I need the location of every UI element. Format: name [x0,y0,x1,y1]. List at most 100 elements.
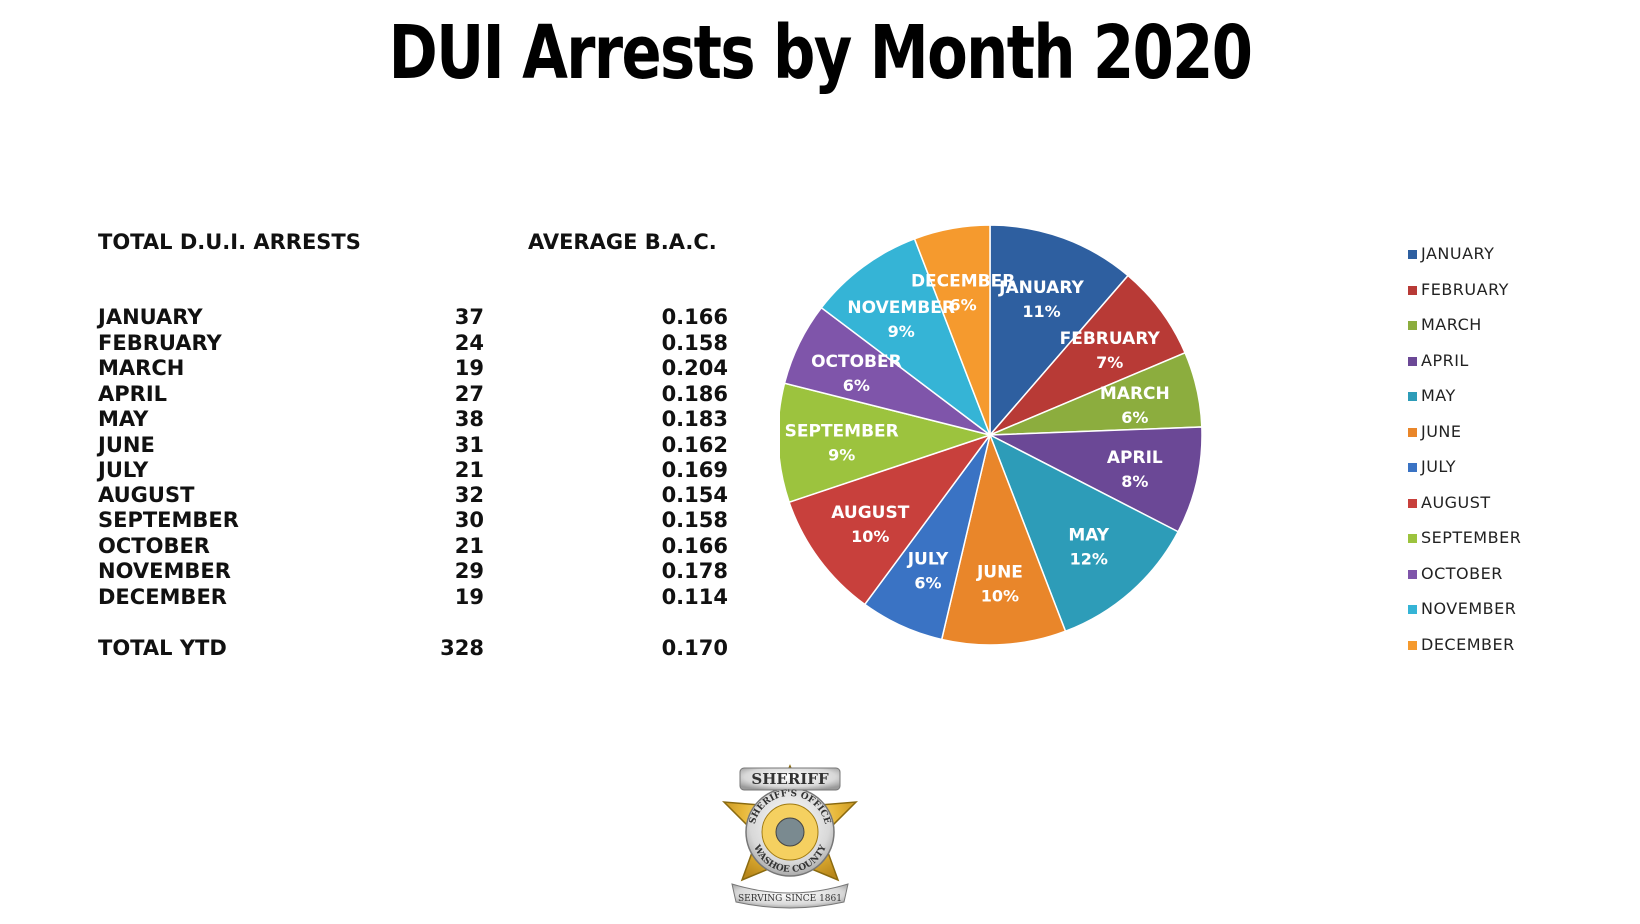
row-count: 37 [454,305,484,329]
slice-label-name: APRIL [1107,448,1163,468]
row-bac: 0.154 [661,483,728,507]
row-count: 38 [454,407,484,431]
row-month: MAY [98,407,149,431]
legend-item: MAY [1408,386,1456,406]
row-count: 30 [454,508,484,532]
pie-chart-svg: JANUARY 11%FEBRUARY 7% MARCH 6% APRIL 8% MAY 12%… [777,224,1203,646]
pie-slice-february [989,274,1187,436]
legend-label: NOVEMBER [1421,599,1517,618]
row-bac: 0.186 [661,382,728,406]
row-count: 24 [454,331,484,355]
slice-label-name: JANUARY [998,278,1084,298]
slice-label-percent: 9% [888,322,915,341]
slice-label-percent: 6% [914,574,941,593]
legend-swatch [1408,534,1417,543]
total-bac: 0.170 [661,636,728,660]
table-row: APRIL 27 0.186 [98,382,738,408]
legend-label: MAY [1421,386,1456,405]
row-month: JULY [98,458,149,482]
table-row: FEBRUARY 24 0.158 [98,331,738,357]
legend-label: AUGUST [1421,492,1491,512]
legend-label: MARCH [1421,315,1482,334]
legend-item: OCTOBER [1408,564,1503,584]
row-count: 21 [454,534,484,558]
legend-label: OCTOBER [1421,563,1503,583]
legend-swatch [1408,285,1417,295]
row-count: 31 [454,433,484,457]
row-bac: 0.162 [661,433,728,457]
slice-label-percent: 9% [828,446,855,465]
legend-item: AUGUST [1408,493,1491,513]
table-header-arrests: TOTAL D.U.I. ARRESTS [98,230,361,254]
row-count: 29 [454,559,484,583]
slice-label-percent: 6% [1121,408,1148,427]
table-row: MAY 38 0.183 [98,407,738,433]
row-bac: 0.158 [661,508,728,532]
slice-label-percent: 7% [1096,353,1123,372]
legend-swatch [1408,569,1417,579]
table-row: AUGUST 32 0.154 [98,483,738,509]
slice-label-name: JULY [907,550,949,570]
slice-label-name: SEPTEMBER [785,422,899,442]
table-row: NOVEMBER 29 0.178 [98,559,738,585]
legend-swatch [1408,640,1417,650]
legend-label: DECEMBER [1421,634,1515,654]
slice-label-name: DECEMBER [911,271,1015,291]
row-month: JUNE [98,433,155,457]
pie-chart: JANUARY 11% FEBRUARY 7% MARCH 6% APRIL 8% MAY 12%… [777,224,1260,705]
total-count: 328 [440,636,484,660]
pie-slice-may [988,433,1180,633]
row-count: 21 [454,458,484,482]
table-row: JANUARY 37 0.166 [98,305,738,331]
table-total-row: TOTAL YTD 328 0.170 [98,636,738,662]
row-month: APRIL [98,382,168,406]
legend-swatch [1408,427,1417,437]
row-month: AUGUST [98,483,195,507]
slice-label-name: NOVEMBER [847,298,955,318]
legend-item: SEPTEMBER [1408,528,1521,548]
row-month: SEPTEMBER [98,508,239,532]
row-bac: 0.178 [661,559,728,583]
row-count: 27 [454,382,484,406]
legend-swatch [1408,392,1417,401]
table-row: DECEMBER 19 0.114 [98,585,738,611]
legend-swatch [1408,498,1417,508]
legend-label: APRIL [1421,350,1469,370]
badge-banner: SERVING SINCE 1861 [738,894,842,904]
slice-label-name: OCTOBER [811,352,902,372]
slice-label-name: MAY [1068,526,1109,546]
row-bac: 0.204 [661,356,728,380]
pie-slice-january [989,224,1130,438]
row-count: 19 [454,356,484,380]
table-row: SEPTEMBER 30 0.158 [98,508,738,534]
pie-slice-august [788,433,993,606]
row-count: 19 [454,585,484,609]
row-bac: 0.183 [661,407,728,431]
legend-label: JULY [1421,457,1456,476]
legend-swatch [1408,356,1417,366]
legend-swatch [1408,250,1417,259]
slice-label-percent: 8% [1121,472,1148,491]
row-bac: 0.158 [661,331,728,355]
legend-item: FEBRUARY [1408,280,1509,300]
row-bac: 0.114 [661,585,728,609]
table-row: OCTOBER 21 0.166 [98,534,738,560]
row-bac: 0.166 [661,534,728,558]
row-month: NOVEMBER [98,559,231,583]
slice-label-name: FEBRUARY [1060,329,1161,349]
legend-item: MARCH [1408,315,1482,335]
legend-swatch [1408,463,1417,472]
pie-slice-april [987,426,1203,533]
slice-label-name: MARCH [1100,384,1170,404]
legend-label: JUNE [1421,421,1462,441]
badge-top-text: SHERIFF [751,770,829,788]
total-label: TOTAL YTD [98,636,227,660]
legend-label: SEPTEMBER [1421,528,1522,547]
table-row: MARCH 19 0.204 [98,356,738,382]
page-title: DUI Arrests by Month 2020 [388,10,1253,96]
table-row: JUNE 31 0.162 [98,433,738,459]
legend-item: JULY [1408,457,1456,477]
row-month: OCTOBER [98,534,210,558]
legend-label: FEBRUARY [1421,279,1509,299]
sheriff-badge-logo: SHERIFF SHERIFF'S OFFICE WASHOE COUNTY S… [710,762,870,914]
